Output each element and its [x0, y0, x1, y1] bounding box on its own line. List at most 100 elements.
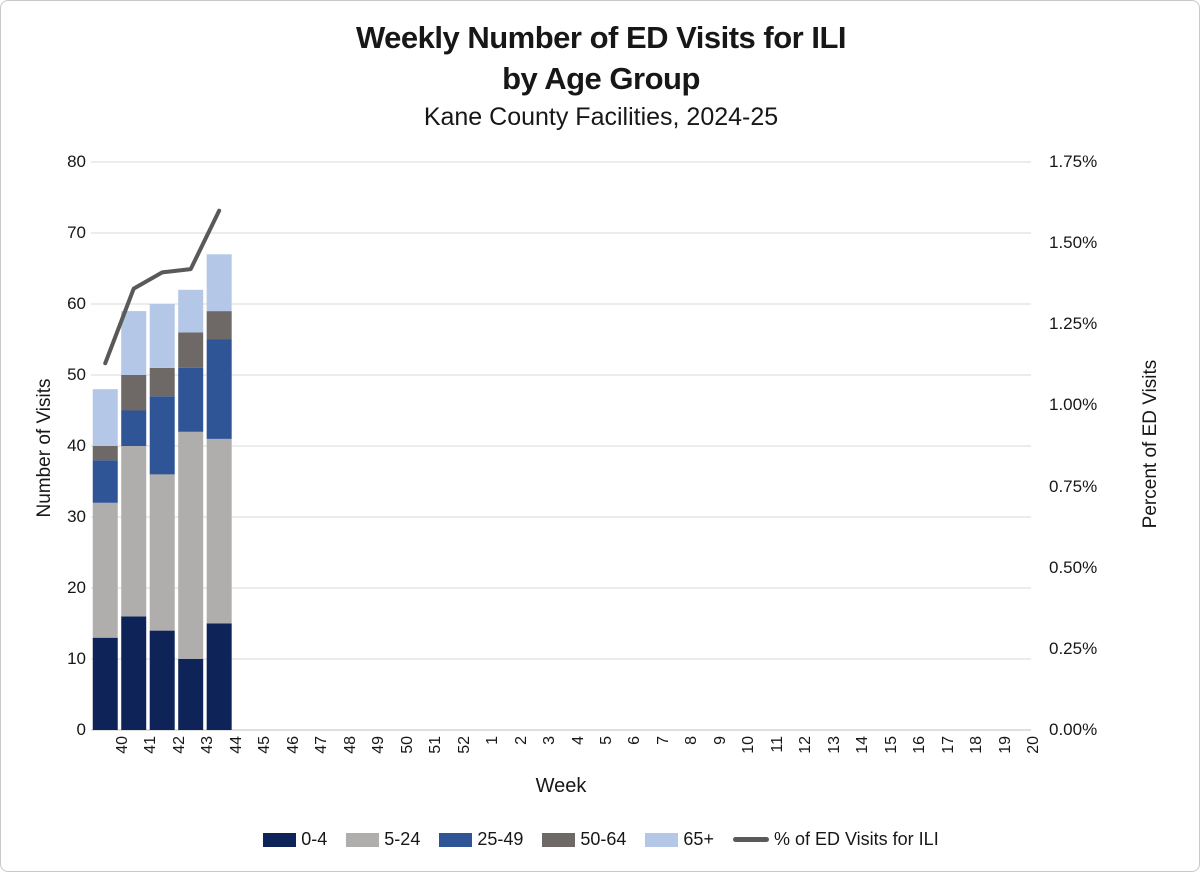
x-tick-label: 52: [455, 736, 473, 754]
y-left-tick-label: 50: [67, 365, 86, 384]
y-axis-right-title: Percent of ED Visits: [1140, 359, 1161, 529]
x-tick-label: 1: [484, 736, 502, 745]
legend-line-swatch-icon: [732, 837, 769, 842]
bar-segment-50-64-wk40: [92, 446, 118, 461]
y-left-tick-label: 80: [67, 152, 86, 171]
bar-segment-65+-wk43: [178, 289, 204, 333]
x-tick-label: 49: [370, 736, 388, 754]
x-tick-label: 18: [968, 736, 986, 754]
y-left-tick-label: 60: [67, 294, 86, 313]
ili-percent-line: [103, 208, 222, 366]
legend-item-25-49: 25-49: [439, 829, 523, 850]
legend-item-0-4: 0-4: [263, 829, 327, 850]
bar-segment-65+-wk40: [92, 389, 118, 446]
x-tick-label: 11: [768, 736, 786, 753]
bar-segment-25-49-wk41: [121, 410, 147, 446]
bar-segment-5-24-wk43: [178, 431, 204, 659]
x-tick-label: 9: [711, 736, 729, 745]
bar-segment-25-49-wk40: [92, 460, 118, 503]
bar-segment-50-64-wk41: [121, 375, 147, 411]
legend-label: 50-64: [580, 829, 627, 849]
x-tick-label: 51: [427, 736, 445, 754]
chart-subtitle: Kane County Facilities, 2024-25: [423, 103, 779, 131]
x-tick-label: 2: [512, 736, 530, 745]
y-right-tick-label: 1.75%: [1049, 152, 1098, 171]
x-tick-label: 13: [825, 736, 843, 754]
y-right-tick-label: 0.50%: [1049, 557, 1098, 577]
y-left-tick-label: 20: [67, 578, 86, 597]
bar-segment-25-49-wk42: [149, 396, 175, 475]
x-tick-label: 43: [199, 736, 217, 754]
y-right-tick-label: 0.25%: [1049, 638, 1098, 658]
legend-swatch-icon: [542, 832, 576, 847]
legend-swatch-icon: [263, 832, 297, 847]
x-tick-label: 45: [256, 736, 274, 754]
bar-segment-5-24-wk44: [206, 438, 232, 624]
bar-segment-0-4-wk42: [149, 630, 175, 730]
bar-segment-25-49-wk44: [206, 339, 232, 439]
x-tick-label: 44: [227, 736, 245, 754]
x-tick-label: 3: [541, 736, 558, 745]
x-tick-label: 17: [939, 736, 957, 754]
legend-item-50-64: 50-64: [542, 829, 626, 850]
y-right-tick-label: 0.75%: [1049, 476, 1098, 496]
y-right-tick-label: 0.00%: [1049, 720, 1098, 739]
bar-segment-0-4-wk40: [92, 637, 118, 730]
legend-item-65+: 65+: [645, 829, 714, 850]
bar-segment-0-4-wk44: [206, 623, 232, 730]
bar-segment-65+-wk42: [149, 304, 175, 368]
x-tick-label: 5: [597, 736, 615, 745]
x-tick-label: 48: [341, 736, 359, 754]
title-block: Weekly Number of ED Visits for ILI by Ag…: [1, 17, 1199, 134]
bar-segment-0-4-wk43: [178, 659, 204, 730]
legend-swatch-icon: [439, 832, 473, 847]
bar-segment-65+-wk41: [121, 311, 147, 375]
legend-label: 5-24: [384, 829, 421, 849]
legend: 0-4 5-24 25-49 50-64 65+ % of ED Visits for I…: [1, 829, 1199, 850]
bar-segment-50-64-wk42: [149, 367, 175, 397]
bar-segment-5-24-wk41: [121, 446, 147, 617]
y-right-tick-label: 1.00%: [1049, 395, 1098, 415]
y-left-tick-label: 0: [76, 720, 86, 739]
bar-segment-5-24-wk42: [149, 474, 175, 631]
x-tick-label: 15: [882, 736, 900, 754]
x-tick-label: 12: [797, 736, 815, 754]
x-tick-label: 14: [854, 736, 872, 754]
y-left-tick-label: 70: [67, 223, 86, 242]
x-tick-label: 41: [142, 736, 160, 754]
x-tick-label: 40: [113, 736, 131, 754]
x-tick-label: 16: [911, 736, 929, 754]
y-axis-left-title: Number of Visits: [34, 378, 55, 518]
x-tick-label: 8: [683, 736, 701, 745]
bar-segment-50-64-wk43: [178, 332, 204, 368]
y-right-tick-label: 1.25%: [1049, 314, 1098, 334]
chart-title-line1: Weekly Number of ED Visits for ILI: [355, 20, 847, 55]
bar-segment-5-24-wk40: [92, 502, 118, 638]
legend-swatch-icon: [346, 832, 380, 847]
legend-label: % of ED Visits for ILI: [773, 829, 939, 849]
chart-title-line2: by Age Group: [502, 61, 700, 96]
bar-segment-50-64-wk44: [206, 311, 232, 340]
x-axis-title: Week: [535, 775, 587, 797]
legend-label: 0-4: [301, 829, 328, 849]
x-tick-label: 42: [170, 736, 188, 754]
legend-item-percent-line: % of ED Visits for ILI: [732, 829, 939, 850]
legend-item-5-24: 5-24: [346, 829, 420, 850]
legend-swatch-icon: [645, 832, 679, 847]
x-tick-label: 6: [626, 736, 644, 745]
x-tick-label: 7: [654, 736, 672, 745]
y-right-tick-label: 1.50%: [1049, 233, 1098, 253]
x-tick-label: 10: [740, 736, 758, 754]
legend-label: 25-49: [477, 829, 524, 849]
x-tick-label: 20: [1025, 736, 1043, 754]
x-tick-label: 19: [996, 736, 1014, 754]
x-tick-label: 46: [284, 736, 302, 754]
bar-segment-25-49-wk43: [178, 367, 204, 432]
bar-segment-0-4-wk41: [121, 616, 147, 730]
x-tick-label: 47: [313, 736, 331, 754]
y-left-tick-label: 10: [67, 649, 86, 668]
x-tick-label: 50: [398, 736, 416, 754]
y-left-tick-label: 30: [67, 507, 86, 526]
